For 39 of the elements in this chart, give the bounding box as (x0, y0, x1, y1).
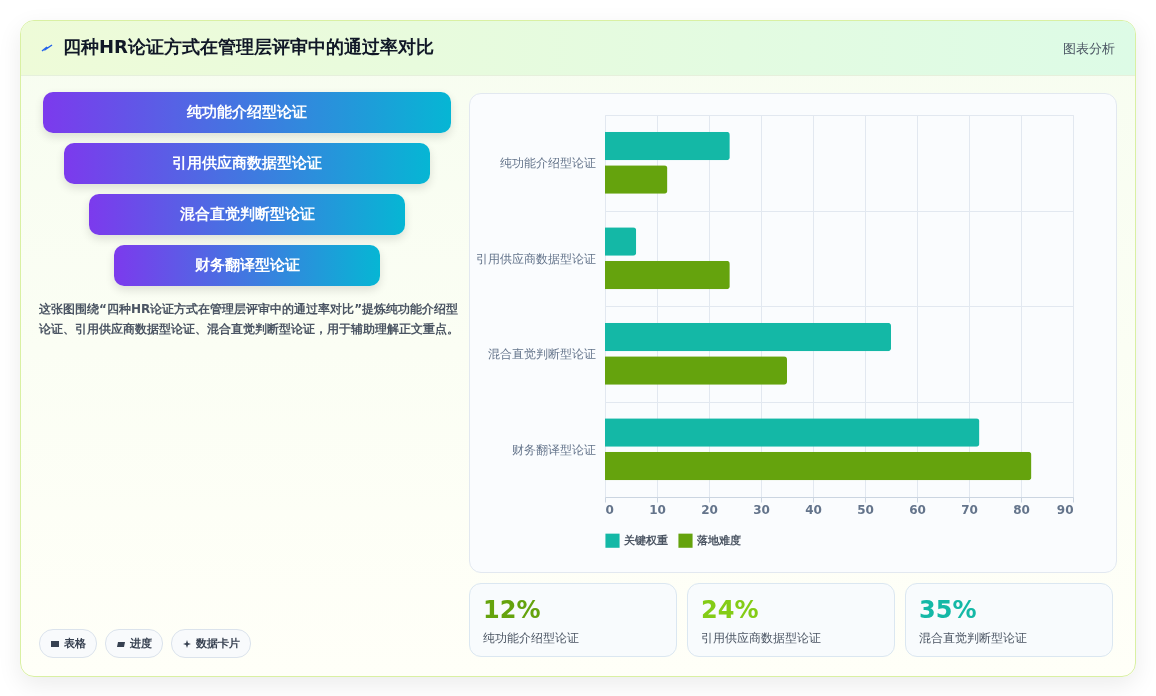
y-tick-label: 引用供应商数据型论证 (475, 251, 596, 266)
text: 表格 (64, 636, 86, 651)
x-tick-label: 90 (1056, 502, 1074, 517)
bar (605, 356, 787, 385)
x-tick-label: 70 (961, 502, 978, 517)
bar (605, 227, 637, 256)
x-tick-label: 80 (1013, 502, 1030, 517)
text: 这张图围绕“四种HR论证方式在管理层评审中的通过率对比”提炼纯功能介绍型论证、引用供应商数据型论证、混合直觉判断型论证，用于辅助理解正文重点。 (39, 301, 459, 338)
y-tick-label: 混合直觉判断型论证 (487, 347, 596, 362)
legend-label: 关键权重 (623, 533, 668, 547)
text: 财务翻译型论证 (114, 245, 380, 286)
bar (605, 418, 980, 447)
bar (605, 165, 668, 194)
text: 24% (701, 596, 759, 624)
x-tick-label: 30 (753, 502, 770, 517)
text: 四种HR论证方式在管理层评审中的通过率对比 (63, 35, 434, 59)
text: 引用供应商数据型论证 (64, 143, 430, 184)
y-tick-label: 纯功能介绍型论证 (499, 156, 596, 171)
y-tick-label: 财务翻译型论证 (511, 442, 596, 457)
x-tick-label: 20 (701, 502, 718, 517)
x-tick-label: 10 (649, 502, 666, 517)
text: 混合直觉判断型论证 (919, 630, 1027, 647)
text: 混合直觉判断型论证 (89, 194, 405, 235)
text: 进度 (130, 636, 152, 651)
text: 图表分析 (1063, 40, 1115, 58)
bar (605, 322, 891, 352)
x-tick-label: 50 (857, 502, 874, 517)
bar (605, 451, 1032, 481)
text: 纯功能介绍型论证 (43, 92, 451, 133)
legend-label: 落地难度 (696, 533, 741, 547)
bar (605, 260, 730, 290)
text: 数据卡片 (196, 636, 240, 651)
text: 35% (919, 596, 977, 624)
x-tick-label: 40 (805, 502, 822, 517)
text: 12% (483, 596, 541, 624)
bar (605, 131, 730, 161)
x-tick-label: 0 (605, 502, 614, 517)
text: 引用供应商数据型论证 (701, 630, 821, 647)
x-tick-label: 60 (909, 502, 926, 517)
